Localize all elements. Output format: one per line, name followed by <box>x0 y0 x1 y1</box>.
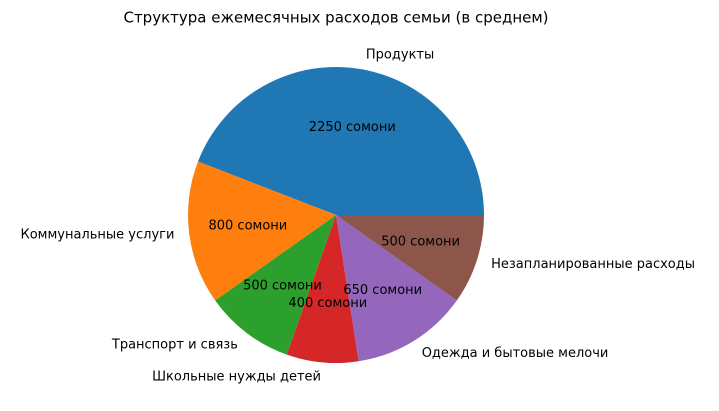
pie-slice <box>336 215 484 301</box>
pie-slice <box>336 215 457 362</box>
value-label: 650 сомони <box>343 283 422 298</box>
category-label: Продукты <box>366 47 434 62</box>
pie-slice <box>286 215 359 363</box>
pie-slice <box>188 161 336 301</box>
value-label: 2250 сомони <box>309 120 396 135</box>
value-label: 400 сомони <box>288 296 367 311</box>
category-label: Одежда и бытовые мелочи <box>422 346 609 361</box>
pie-slice <box>215 215 336 355</box>
pie-slice <box>197 66 484 215</box>
category-label: Транспорт и связь <box>111 337 238 352</box>
value-label: 500 сомони <box>243 278 322 293</box>
category-label: Незапланированные расходы <box>491 257 695 272</box>
category-label: Школьные нужды детей <box>152 370 321 385</box>
category-label: Коммунальные услуги <box>20 228 174 243</box>
value-label: 800 сомони <box>208 218 287 233</box>
value-label: 500 сомони <box>381 234 460 249</box>
chart-title: Структура ежемесячных расходов семьи (в … <box>123 9 548 27</box>
